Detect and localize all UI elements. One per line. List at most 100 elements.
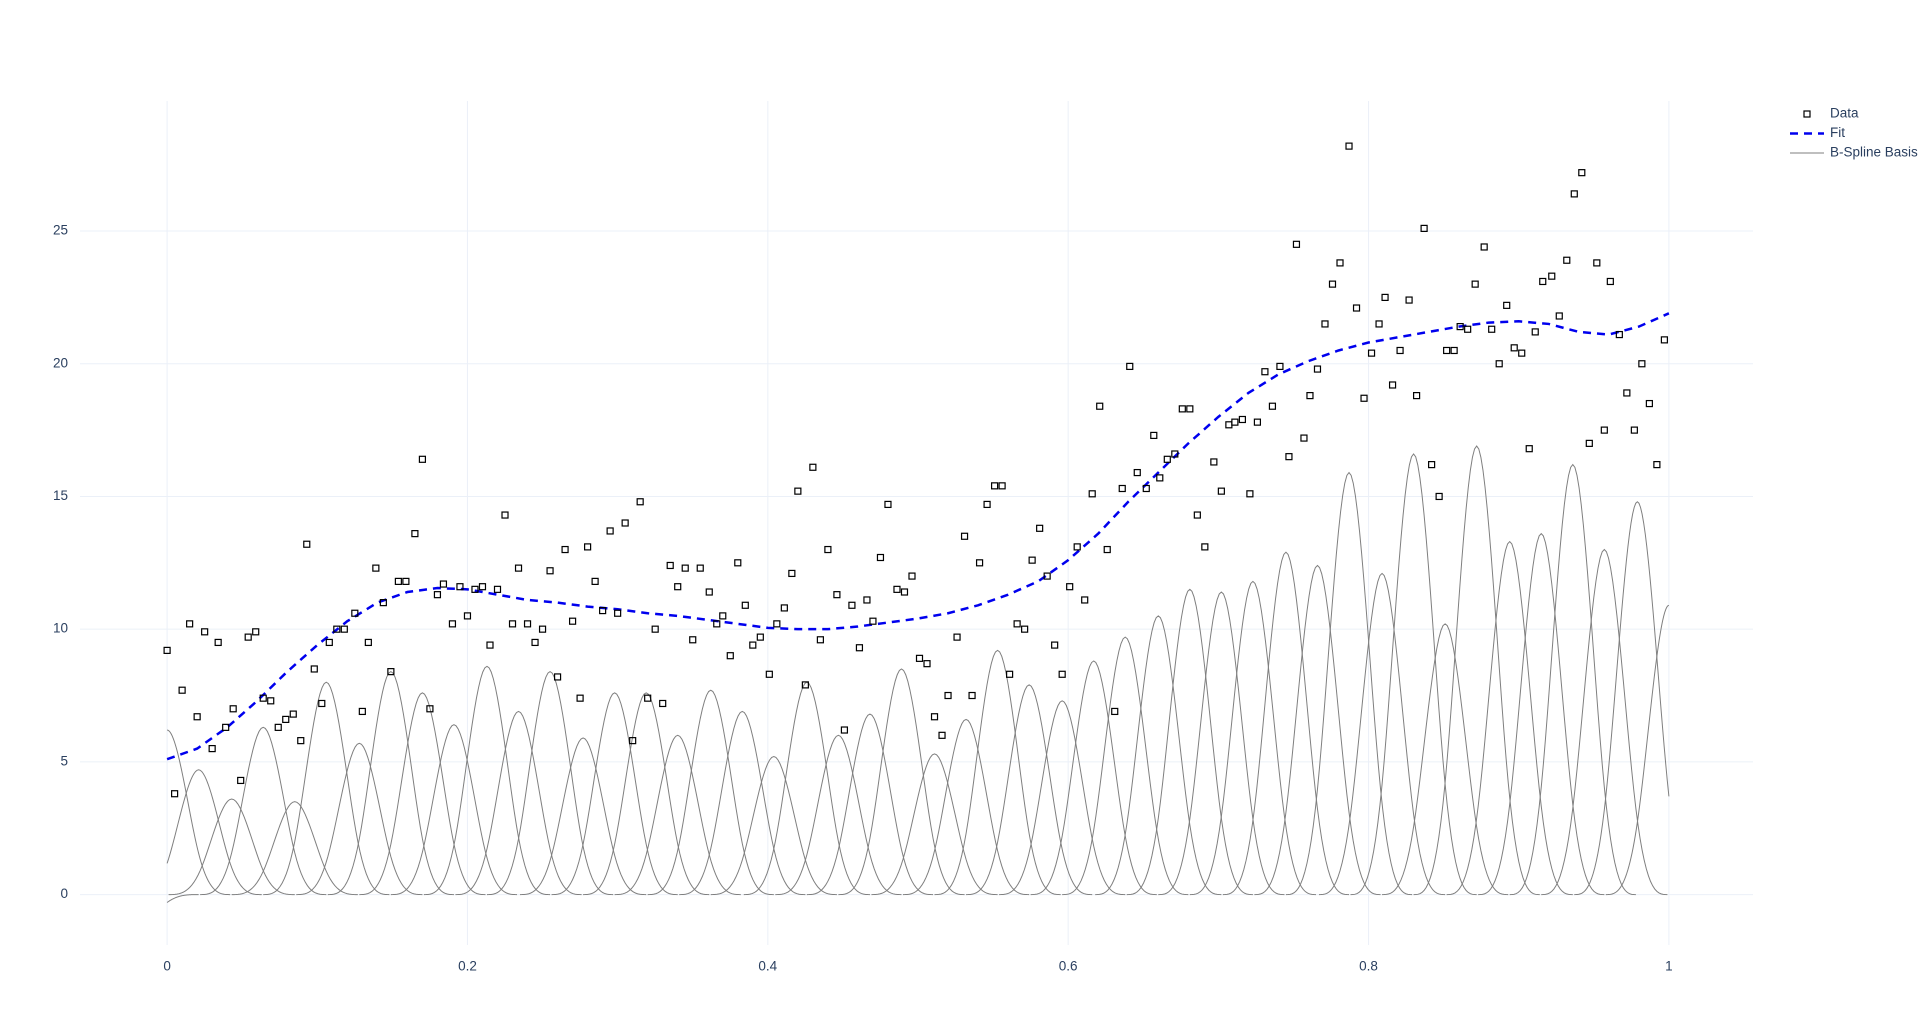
data-point <box>599 606 607 615</box>
data-point <box>297 737 305 745</box>
data-point <box>659 699 667 708</box>
data-point <box>222 723 230 731</box>
basis-curve <box>871 753 998 896</box>
data-point <box>824 545 832 554</box>
basis-curve <box>231 801 358 896</box>
basis-curve <box>1541 548 1668 896</box>
data-point <box>726 652 734 660</box>
data-point <box>1210 458 1218 466</box>
data-point <box>765 670 773 678</box>
data-point <box>893 585 901 593</box>
data-point <box>1201 543 1209 551</box>
data-point <box>734 559 742 567</box>
data-point <box>953 633 961 641</box>
basis-curve <box>1126 588 1253 896</box>
data-point <box>514 564 523 572</box>
data-point <box>794 487 802 495</box>
data-point <box>1021 625 1029 633</box>
data-point <box>186 620 194 628</box>
data-point <box>1126 362 1134 371</box>
data-point <box>1388 381 1397 389</box>
data-point <box>855 644 864 652</box>
data-point <box>788 569 796 578</box>
data-point <box>1231 418 1239 426</box>
basis-curve <box>200 726 327 896</box>
data-point <box>584 543 592 551</box>
data-point <box>523 620 532 628</box>
data-point <box>606 527 614 535</box>
data-point <box>1142 484 1150 493</box>
data-point <box>1615 330 1623 339</box>
data-point <box>990 482 999 490</box>
data-point <box>531 638 539 647</box>
data-point <box>1525 445 1533 453</box>
basis-curve <box>1382 623 1509 896</box>
data-point <box>1253 418 1262 426</box>
data-point <box>1435 492 1443 501</box>
y-tick-label: 5 <box>60 753 68 768</box>
data-point <box>741 601 749 609</box>
data-point <box>1300 434 1308 442</box>
data-point <box>756 633 764 641</box>
data-point <box>1563 256 1571 264</box>
data-point <box>318 699 326 708</box>
data-point <box>379 599 387 607</box>
data-point <box>1171 450 1179 458</box>
data-point <box>486 641 494 649</box>
basis-curve <box>1574 501 1670 896</box>
data-point <box>1606 277 1614 286</box>
data-point <box>493 585 502 593</box>
data-point <box>651 625 659 633</box>
basis-curve <box>934 649 1061 896</box>
basis-curve <box>455 710 582 896</box>
data-point <box>1261 368 1269 376</box>
data-point <box>244 633 252 641</box>
data-point <box>1066 583 1074 591</box>
data-point <box>1570 190 1578 198</box>
data-point <box>1653 461 1661 469</box>
basis-curve <box>1189 580 1316 896</box>
data-point <box>1088 490 1096 498</box>
basis-curve <box>423 665 551 896</box>
data-point <box>1036 524 1044 532</box>
basis-curve <box>551 692 678 896</box>
data-point <box>1238 415 1246 424</box>
basis-curve <box>263 681 390 896</box>
data-point <box>1321 320 1329 328</box>
data-point <box>1096 402 1104 410</box>
data-point <box>456 583 464 591</box>
basis-curve <box>1478 532 1605 896</box>
data-point <box>501 511 509 519</box>
data-point <box>773 620 781 628</box>
data-point <box>1623 389 1631 397</box>
data-point <box>674 583 682 591</box>
data-point <box>1420 224 1428 232</box>
data-point <box>908 572 916 580</box>
data-point <box>1456 322 1464 331</box>
data-point <box>553 673 562 681</box>
x-tick-label: 1 <box>1665 959 1673 974</box>
data-point <box>463 612 472 620</box>
data-point <box>719 612 727 620</box>
x-tick-label: 0.8 <box>1359 959 1378 974</box>
data-point <box>402 577 410 585</box>
basis-curve <box>1318 572 1446 896</box>
data-point <box>1285 453 1293 461</box>
data-point <box>1163 455 1171 463</box>
data-point <box>418 455 427 463</box>
data-point <box>998 482 1006 490</box>
data-point <box>930 713 939 721</box>
data-point <box>1276 362 1284 371</box>
data-point <box>561 545 569 554</box>
data-point <box>1555 312 1563 320</box>
basis-curve <box>168 798 295 896</box>
data-point <box>178 686 186 694</box>
data-point <box>372 564 380 572</box>
data-point <box>1381 293 1389 302</box>
data-point <box>325 638 333 647</box>
data-point <box>944 691 952 700</box>
data-point <box>629 737 637 745</box>
data-point <box>884 500 892 509</box>
data-point <box>1585 439 1593 447</box>
plot-area <box>163 142 1670 903</box>
